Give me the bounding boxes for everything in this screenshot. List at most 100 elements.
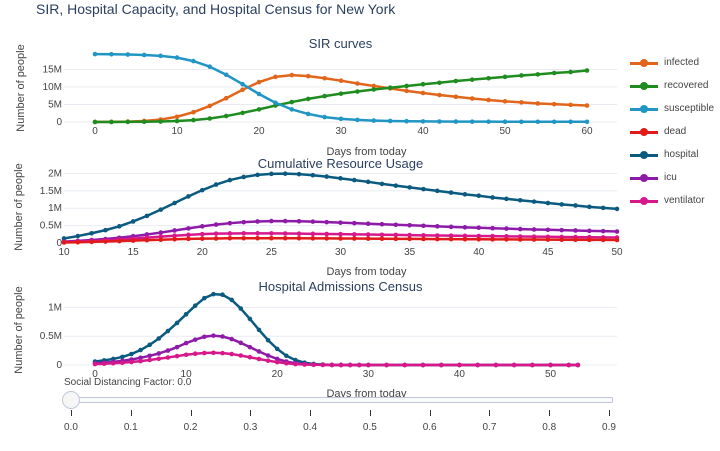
data-point (371, 87, 377, 92)
series-ventilator (92, 350, 581, 368)
data-point (172, 200, 177, 206)
data-point (129, 359, 134, 365)
data-point (371, 83, 377, 89)
chart-1: SIR curves 0 5M 10M 15M 0 10 20 30 40 50 60 Days fro… (15, 36, 617, 158)
data-point (75, 239, 81, 245)
slider-handle[interactable] (62, 391, 80, 409)
data-point (568, 102, 573, 108)
data-point (355, 89, 360, 94)
data-point (156, 336, 162, 341)
data-point (156, 356, 162, 362)
data-point (566, 362, 572, 368)
data-point (347, 362, 353, 368)
data-point (517, 226, 523, 232)
data-point (387, 85, 393, 90)
data-point (387, 118, 393, 124)
y-tick-label: 0.5M (40, 331, 62, 342)
data-point (371, 118, 377, 123)
legend-label: ventilator (664, 195, 705, 206)
slider-tick-label[interactable]: 0.1 (123, 422, 138, 433)
data-point (213, 231, 219, 236)
data-point (255, 235, 260, 241)
data-point (448, 224, 454, 230)
data-point (551, 101, 557, 107)
data-point (305, 96, 311, 102)
data-point (600, 205, 606, 211)
data-point (379, 221, 385, 227)
data-point (156, 351, 162, 356)
x-tick-label: 50 (545, 369, 557, 380)
data-point (535, 119, 541, 125)
y-tick-label: 0 (56, 238, 62, 249)
data-point (338, 220, 343, 225)
series-line (94, 52, 588, 124)
slider-tick-label[interactable]: 0.7 (482, 422, 497, 433)
data-point (457, 362, 462, 368)
x-tick-label: 10 (181, 369, 193, 380)
data-point (504, 196, 509, 202)
x-tick-label: 30 (335, 247, 347, 258)
data-point (434, 233, 440, 238)
data-point (320, 362, 326, 368)
data-point (147, 353, 152, 359)
chart-title: Cumulative Resource Usage (258, 156, 423, 171)
data-point (338, 176, 343, 181)
data-point (614, 206, 620, 212)
data-point (158, 237, 164, 242)
data-point (310, 219, 316, 224)
data-point (448, 236, 454, 242)
slider-tick-label[interactable]: 0.5 (362, 422, 377, 433)
legend-marker (640, 105, 648, 113)
data-point (240, 87, 245, 93)
data-point (103, 239, 108, 244)
data-point (329, 362, 335, 368)
data-point (191, 117, 196, 123)
data-point (75, 233, 81, 239)
data-point (227, 177, 233, 183)
data-point (379, 236, 385, 242)
data-point (519, 73, 524, 78)
data-point (274, 356, 280, 362)
series-icu (61, 218, 620, 244)
data-point (420, 81, 426, 87)
data-point (273, 74, 278, 80)
data-point (147, 342, 152, 348)
data-point (109, 119, 114, 125)
data-point (519, 119, 524, 125)
data-point (186, 232, 191, 238)
data-point (324, 231, 329, 237)
chart-title: SIR curves (309, 36, 373, 51)
y-tick-label: 5M (48, 100, 62, 111)
data-point (207, 116, 213, 121)
legend-marker (640, 151, 648, 159)
data-point (421, 186, 426, 192)
slider-track[interactable] (64, 397, 613, 403)
slider-tick-label[interactable]: 0.3 (243, 422, 258, 433)
data-point (192, 337, 198, 342)
slider-tick-label[interactable]: 0.9 (602, 422, 616, 433)
data-point (407, 185, 412, 190)
series-hospital (92, 291, 581, 368)
slider-tick-label[interactable]: 0.6 (422, 422, 437, 433)
data-point (338, 231, 343, 237)
data-point (138, 355, 143, 361)
y-tick-label: 1M (48, 203, 62, 214)
data-point (296, 218, 302, 224)
data-point (296, 171, 302, 177)
slider-tick-label[interactable]: 0.2 (183, 422, 198, 433)
slider-tick-label[interactable]: 0.0 (64, 422, 78, 433)
data-point (144, 237, 150, 243)
data-point (476, 225, 482, 231)
data-point (256, 91, 262, 97)
slider-tick-label[interactable]: 0.8 (542, 422, 557, 433)
data-point (504, 226, 509, 231)
x-tick-label: 15 (128, 247, 140, 258)
data-point (568, 119, 573, 125)
data-point (255, 231, 260, 236)
data-point (229, 297, 234, 303)
data-point (174, 55, 180, 60)
slider-tick-label[interactable]: 0.4 (303, 422, 318, 433)
data-point (213, 182, 219, 187)
data-point (535, 72, 541, 77)
